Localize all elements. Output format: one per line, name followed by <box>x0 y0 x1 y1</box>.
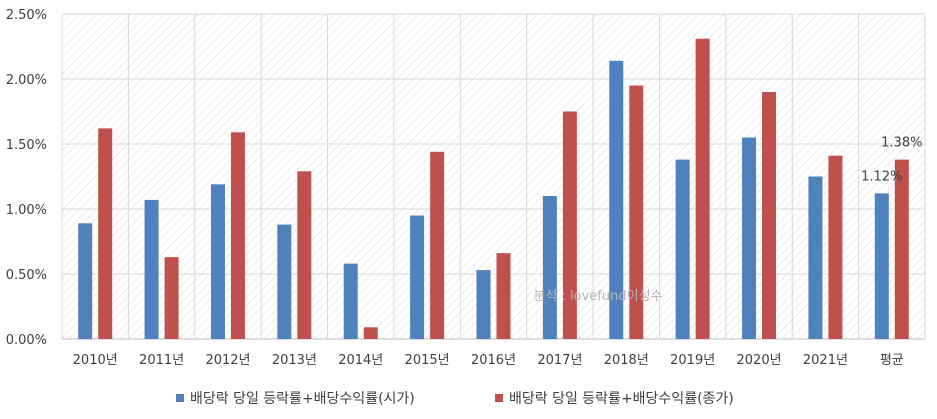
y-tick-label: 0.00% <box>6 333 47 348</box>
legend: 배당락 당일 등락률+배당수익률(시가) 배당락 당일 등락률+배당수익률(종가) <box>176 391 734 407</box>
bar-series-1 <box>675 159 690 339</box>
x-tick-label: 2011년 <box>139 353 184 368</box>
x-tick-label: 2018년 <box>604 353 649 368</box>
bar-series-1 <box>542 196 557 339</box>
y-tick-label: 1.50% <box>6 138 47 153</box>
x-tick-label: 2012년 <box>205 353 250 368</box>
bar-series-1 <box>808 176 823 339</box>
bars <box>78 38 909 340</box>
bar-series-2 <box>363 327 378 339</box>
gridlines <box>61 13 926 340</box>
bar-series-1 <box>277 224 292 339</box>
legend-swatch-2 <box>495 394 503 402</box>
legend-swatch-1 <box>176 394 184 402</box>
y-tick-label: 2.00% <box>6 73 47 88</box>
bar-series-2 <box>894 159 909 339</box>
y-tick-label: 1.00% <box>6 203 47 218</box>
bar-series-2 <box>230 132 245 339</box>
x-tick-label: 2021년 <box>803 353 848 368</box>
bar-series-1 <box>210 184 225 339</box>
x-tick-label: 2016년 <box>471 353 516 368</box>
bar-series-2 <box>562 111 577 339</box>
bar-series-1 <box>410 215 425 339</box>
x-tick-label: 2020년 <box>737 353 782 368</box>
bar-series-2 <box>762 92 777 339</box>
x-tick-label: 2010년 <box>73 353 118 368</box>
bar-series-1 <box>343 263 358 339</box>
x-tick-label: 평균 <box>880 353 904 368</box>
bar-series-2 <box>496 253 511 339</box>
bar-series-2 <box>430 151 445 339</box>
bar-series-1 <box>742 137 757 339</box>
legend-label-1: 배당락 당일 등락률+배당수익률(시가) <box>190 391 415 407</box>
data-labels: 1.12% 1.38% <box>861 136 922 185</box>
y-tick-label: 2.50% <box>6 8 47 23</box>
x-tick-label: 2014년 <box>338 353 383 368</box>
bar-series-2 <box>98 128 113 339</box>
bar-series-2 <box>695 38 710 339</box>
bar-series-1 <box>78 223 93 339</box>
data-label: 1.12% <box>861 169 902 184</box>
bar-series-1 <box>144 199 159 339</box>
watermark: 분석 : lovefund이성수 <box>533 289 662 304</box>
x-tick-label: 2013년 <box>272 353 317 368</box>
bar-series-1 <box>874 193 889 339</box>
x-axis-ticks: 2010년 2011년 2012년 2013년 2014년 2015년 2016년 2017년… <box>73 353 904 368</box>
y-axis-ticks: 0.00% 0.50% 1.00% 1.50% 2.00% 2.50% <box>6 8 47 348</box>
x-tick-label: 2015년 <box>405 353 450 368</box>
x-tick-label: 2019년 <box>670 353 715 368</box>
y-tick-label: 0.50% <box>6 268 47 283</box>
data-label: 1.38% <box>881 136 922 151</box>
plot-background <box>62 14 925 339</box>
bar-series-2 <box>629 85 644 339</box>
bar-series-1 <box>609 60 624 340</box>
bar-series-2 <box>828 155 843 339</box>
bar-series-2 <box>164 257 179 339</box>
plot-area <box>62 14 925 339</box>
bar-series-2 <box>297 171 312 339</box>
legend-label-2: 배당락 당일 등락률+배당수익률(종가) <box>509 391 734 407</box>
bar-series-1 <box>476 270 491 339</box>
x-tick-label: 2017년 <box>537 353 582 368</box>
